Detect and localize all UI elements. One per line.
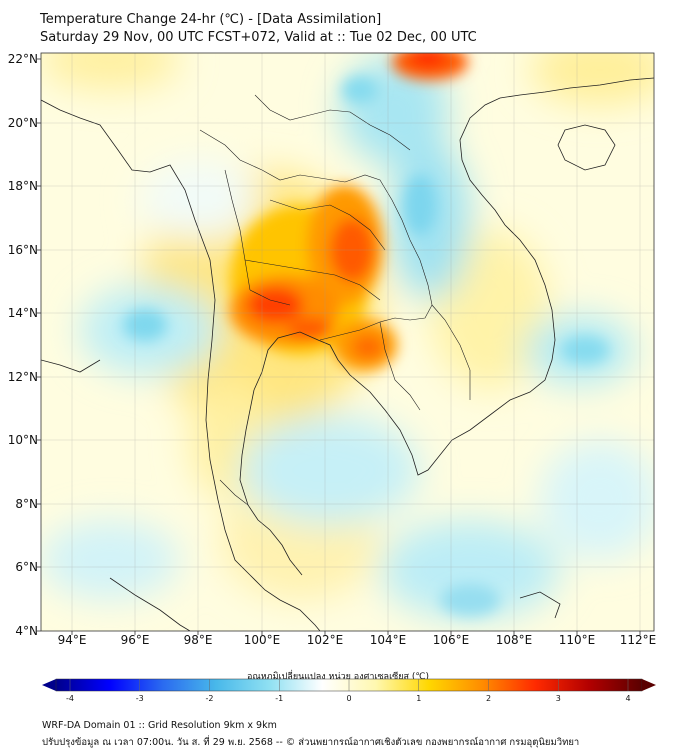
colorbar-tick-label: 0 xyxy=(346,694,352,703)
colorbar-tick-label: 3 xyxy=(555,694,561,703)
axis-ticks xyxy=(37,58,641,635)
lat-label: 20°N xyxy=(7,116,38,130)
lon-label: 98°E xyxy=(183,633,213,647)
colorbar-tick-label: -4 xyxy=(66,694,74,703)
colorbar-tick-label: -3 xyxy=(135,694,144,703)
lon-label: 108°E xyxy=(495,633,533,647)
colorbar-tick-label: 1 xyxy=(416,694,422,703)
lat-label: 8°N xyxy=(15,497,38,511)
colorbar-low-extend xyxy=(42,679,56,691)
country-borders xyxy=(199,94,471,506)
lon-label: 94°E xyxy=(57,633,87,647)
footer-credit: ปรับปรุงข้อมูล ณ เวลา 07:00น. วัน ส. ที่… xyxy=(42,737,580,748)
lat-label: 16°N xyxy=(7,243,38,257)
temperature-change-map xyxy=(37,52,655,635)
lat-label: 22°N xyxy=(7,52,38,66)
footer-model-info: WRF-DA Domain 01 :: Grid Resolution 9km … xyxy=(42,720,277,731)
colorbar-tick-label: -1 xyxy=(275,694,284,703)
lon-label: 104°E xyxy=(369,633,407,647)
lon-label: 96°E xyxy=(120,633,150,647)
lat-label: 14°N xyxy=(7,306,38,320)
lon-label: 106°E xyxy=(432,633,470,647)
colorbar-title: อุณหภูมิเปลี่ยนแปลง หน่วย องศาเซลเซียส (… xyxy=(246,672,430,682)
colorbar-tick-label: 2 xyxy=(485,694,492,703)
field-broad-patches xyxy=(41,53,654,620)
graticule xyxy=(41,53,654,631)
chart-subtitle: Saturday 29 Nov, 00 UTC FCST+072, Valid … xyxy=(40,30,477,45)
lon-label: 110°E xyxy=(558,633,596,647)
lat-label: 18°N xyxy=(7,179,38,193)
lat-label: 10°N xyxy=(7,433,38,447)
lon-label: 100°E xyxy=(243,633,281,647)
colorbar-high-extend xyxy=(642,679,656,691)
temperature-field xyxy=(41,53,654,631)
map-frame xyxy=(40,52,655,632)
lon-label: 112°E xyxy=(619,633,657,647)
lat-label: 12°N xyxy=(7,370,38,384)
coastlines xyxy=(41,77,654,631)
colorbar-tick-label: -2 xyxy=(205,694,214,703)
colorbar-tick-label: 4 xyxy=(625,694,631,703)
field-hot-cores xyxy=(123,53,609,616)
colorbar xyxy=(42,678,656,692)
lat-label: 4°N xyxy=(15,624,38,638)
lat-label: 6°N xyxy=(15,560,38,574)
chart-title: Temperature Change 24-hr (℃) - [Data Ass… xyxy=(40,12,382,27)
lon-label: 102°E xyxy=(306,633,344,647)
